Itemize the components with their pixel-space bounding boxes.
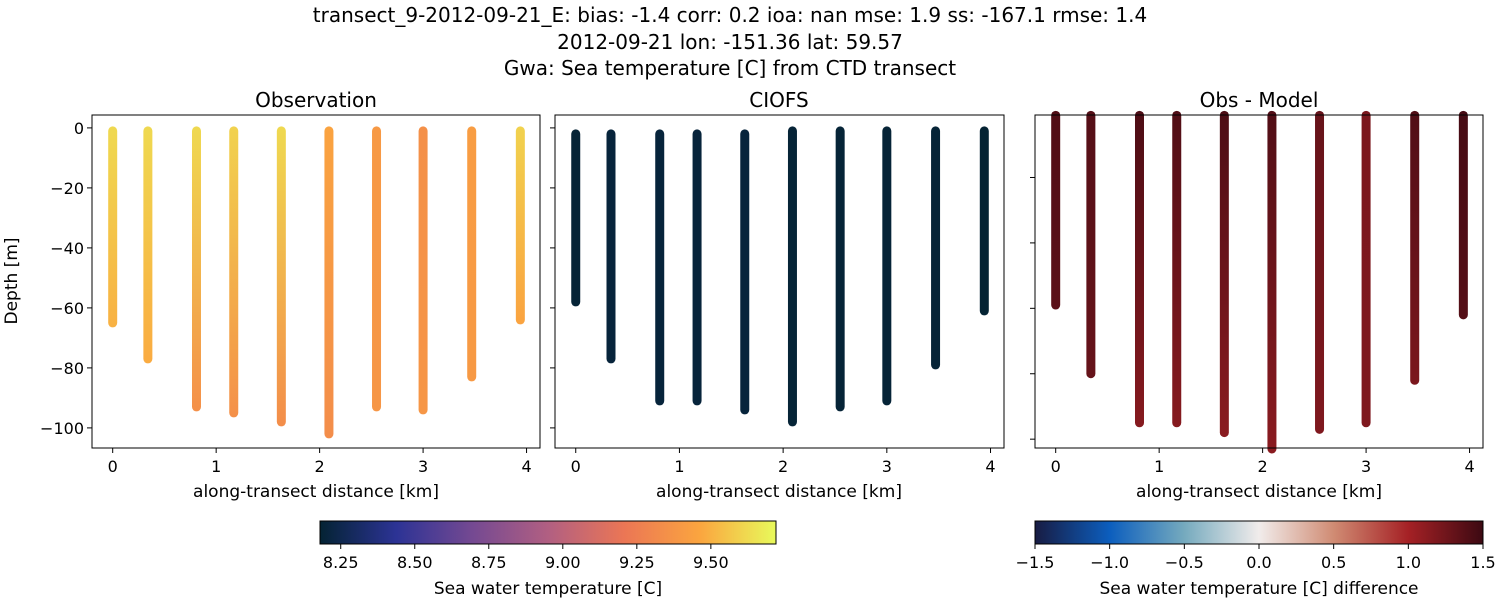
- cast-profile: [276, 126, 286, 427]
- y-tick-label: 0: [74, 119, 84, 138]
- cast-profile: [606, 129, 616, 364]
- x-tick-label: 3: [418, 457, 428, 476]
- colorbar: [1034, 520, 1484, 545]
- cast-profile: [1086, 110, 1096, 379]
- cast-profile: [467, 126, 477, 382]
- cast-profile: [979, 126, 989, 316]
- cast-profile: [515, 126, 525, 325]
- colorbar-tick-label: −0.5: [1165, 553, 1204, 572]
- cast-profile: [108, 126, 118, 328]
- colorbar-label-difference: Sea water temperature [C] difference: [1099, 579, 1418, 599]
- x-axis-label-observation: along-transect distance [km]: [193, 482, 439, 502]
- panel-title-observation: Observation: [255, 88, 377, 112]
- panel-title-ciofs: CIOFS: [749, 88, 808, 112]
- cast-profile: [692, 129, 702, 406]
- cast-profile: [191, 126, 201, 412]
- figure-title-line-1: transect_9-2012-09-21_E: bias: -1.4 corr…: [313, 3, 1147, 27]
- colorbar-tick-label: 8.50: [397, 553, 433, 572]
- cast-profile: [882, 126, 892, 406]
- colorbar-tick-label: −1.0: [1090, 553, 1129, 572]
- y-axis-label: Depth [m]: [2, 237, 22, 324]
- x-tick-label: 1: [1154, 457, 1164, 476]
- colorbar-tick-label: 8.25: [323, 553, 359, 572]
- x-tick-label: 1: [211, 457, 221, 476]
- cast-profile: [1315, 110, 1325, 434]
- x-tick-label: 4: [521, 457, 531, 476]
- colorbar: [319, 520, 777, 545]
- x-tick-label: 4: [1464, 457, 1474, 476]
- cast-profile: [1410, 110, 1420, 385]
- cast-profile: [931, 126, 941, 370]
- x-tick-label: 3: [882, 457, 892, 476]
- cast-profile: [1267, 110, 1277, 454]
- x-axis-label-obs-model: along-transect distance [km]: [1136, 482, 1382, 502]
- colorbar-tick-label: −1.5: [1016, 553, 1055, 572]
- y-tick-label: −20: [50, 179, 84, 198]
- cast-profile: [1134, 110, 1144, 428]
- x-tick-label: 2: [1258, 457, 1268, 476]
- colorbar-tick-label: 8.75: [471, 553, 507, 572]
- y-tick-label: −60: [50, 299, 84, 318]
- cast-profile: [372, 126, 382, 412]
- axes-frame: [1034, 114, 1484, 449]
- colorbar-tick-label: 0.5: [1321, 553, 1346, 572]
- colorbar-tick-label: 0.0: [1246, 553, 1271, 572]
- figure-title-line-3: Gwa: Sea temperature [C] from CTD transe…: [504, 56, 956, 80]
- cast-profile: [1458, 110, 1468, 320]
- x-tick-label: 1: [674, 457, 684, 476]
- colorbar-tick-label: 9.00: [545, 553, 581, 572]
- x-tick-label: 0: [571, 457, 581, 476]
- x-tick-label: 4: [985, 457, 995, 476]
- cast-profile: [1361, 110, 1371, 428]
- cast-profile: [1172, 110, 1182, 428]
- cast-profile: [787, 126, 797, 427]
- axes-frame: [91, 114, 541, 449]
- figure-title-line-2: 2012-09-21 lon: -151.36 lat: 59.57: [557, 30, 903, 54]
- colorbar-tick-label: 9.50: [693, 553, 729, 572]
- cast-profile: [1219, 110, 1229, 438]
- cast-profile: [740, 129, 750, 415]
- cast-profile: [1051, 110, 1061, 310]
- x-tick-label: 3: [1361, 457, 1371, 476]
- x-tick-label: 0: [108, 457, 118, 476]
- cast-profile: [143, 126, 153, 364]
- x-tick-label: 0: [1051, 457, 1061, 476]
- cast-profile: [418, 126, 428, 415]
- x-axis-label-ciofs: along-transect distance [km]: [656, 482, 902, 502]
- y-tick-label: −40: [50, 239, 84, 258]
- cast-profile: [324, 126, 334, 439]
- panel-title-obs-model: Obs - Model: [1200, 88, 1319, 112]
- cast-profile: [655, 129, 665, 406]
- axes-frame: [554, 114, 1005, 449]
- colorbar-label-temperature: Sea water temperature [C]: [434, 579, 662, 599]
- colorbar-tick-label: 1.0: [1396, 553, 1421, 572]
- colorbar-tick-label: 1.5: [1470, 553, 1495, 572]
- x-tick-label: 2: [778, 457, 788, 476]
- y-tick-label: −80: [50, 359, 84, 378]
- colorbar-tick-label: 9.25: [619, 553, 655, 572]
- cast-profile: [835, 126, 845, 412]
- cast-profile: [571, 129, 581, 307]
- cast-profile: [229, 126, 239, 418]
- x-tick-label: 2: [315, 457, 325, 476]
- y-tick-label: −100: [40, 419, 84, 438]
